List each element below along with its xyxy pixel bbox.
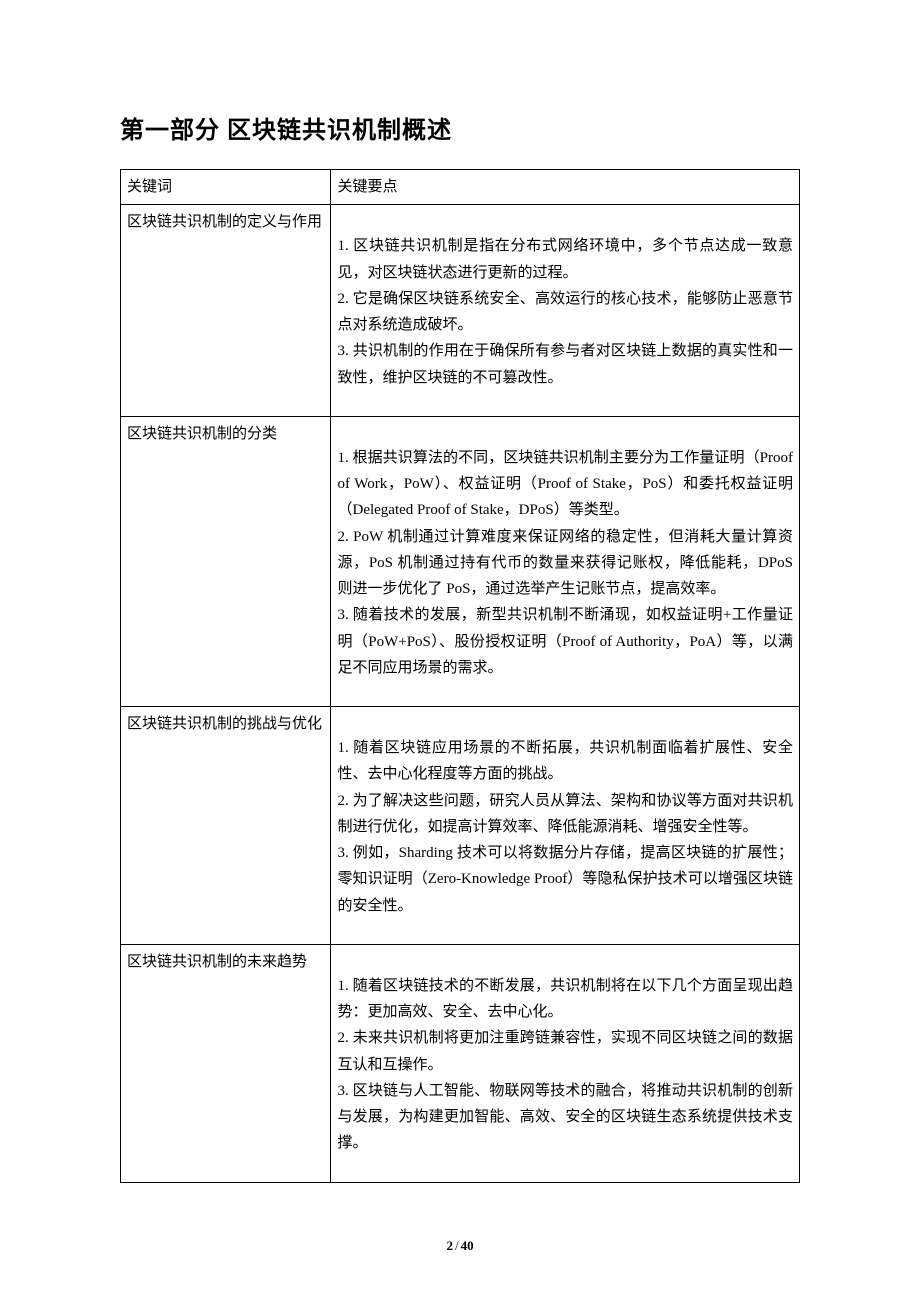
keyword-text: 区块链共识机制的挑战与优化: [127, 711, 324, 737]
points-cell: 1. 随着区块链应用场景的不断拓展，共识机制面临着扩展性、安全性、去中心化程度等…: [331, 707, 800, 945]
keyword-text: 区块链共识机制的分类: [127, 421, 324, 447]
keyword-cell: 区块链共识机制的挑战与优化: [121, 707, 331, 945]
points-text: 1. 随着区块链技术的不断发展，共识机制将在以下几个方面呈现出趋势：更加高效、安…: [337, 973, 793, 1157]
page-current: 2: [446, 1238, 453, 1253]
points-text: 1. 根据共识算法的不同，区块链共识机制主要分为工作量证明（Proof of W…: [337, 445, 793, 681]
header-points: 关键要点: [331, 170, 800, 205]
table-row: 区块链共识机制的分类 1. 根据共识算法的不同，区块链共识机制主要分为工作量证明…: [121, 416, 800, 706]
points-cell: 1. 随着区块链技术的不断发展，共识机制将在以下几个方面呈现出趋势：更加高效、安…: [331, 944, 800, 1182]
keyword-cell: 区块链共识机制的定义与作用: [121, 205, 331, 417]
page-footer: 2/40: [0, 1238, 920, 1254]
page-total: 40: [461, 1238, 474, 1253]
points-cell: 1. 区块链共识机制是指在分布式网络环境中，多个节点达成一致意见，对区块链状态进…: [331, 205, 800, 417]
table-header-row: 关键词 关键要点: [121, 170, 800, 205]
keyword-cell: 区块链共识机制的分类: [121, 416, 331, 706]
points-text: 1. 随着区块链应用场景的不断拓展，共识机制面临着扩展性、安全性、去中心化程度等…: [337, 735, 793, 919]
keyword-cell: 区块链共识机制的未来趋势: [121, 944, 331, 1182]
points-text: 1. 区块链共识机制是指在分布式网络环境中，多个节点达成一致意见，对区块链状态进…: [337, 233, 793, 391]
table-row: 区块链共识机制的未来趋势 1. 随着区块链技术的不断发展，共识机制将在以下几个方…: [121, 944, 800, 1182]
section-heading: 第一部分 区块链共识机制概述: [120, 110, 800, 145]
points-cell: 1. 根据共识算法的不同，区块链共识机制主要分为工作量证明（Proof of W…: [331, 416, 800, 706]
keyword-text: 区块链共识机制的未来趋势: [127, 949, 324, 975]
content-table: 关键词 关键要点 区块链共识机制的定义与作用 1. 区块链共识机制是指在分布式网…: [120, 169, 800, 1183]
header-keyword: 关键词: [121, 170, 331, 205]
table-row: 区块链共识机制的挑战与优化 1. 随着区块链应用场景的不断拓展，共识机制面临着扩…: [121, 707, 800, 945]
page-sep: /: [455, 1238, 459, 1253]
keyword-text: 区块链共识机制的定义与作用: [127, 209, 324, 235]
table-row: 区块链共识机制的定义与作用 1. 区块链共识机制是指在分布式网络环境中，多个节点…: [121, 205, 800, 417]
